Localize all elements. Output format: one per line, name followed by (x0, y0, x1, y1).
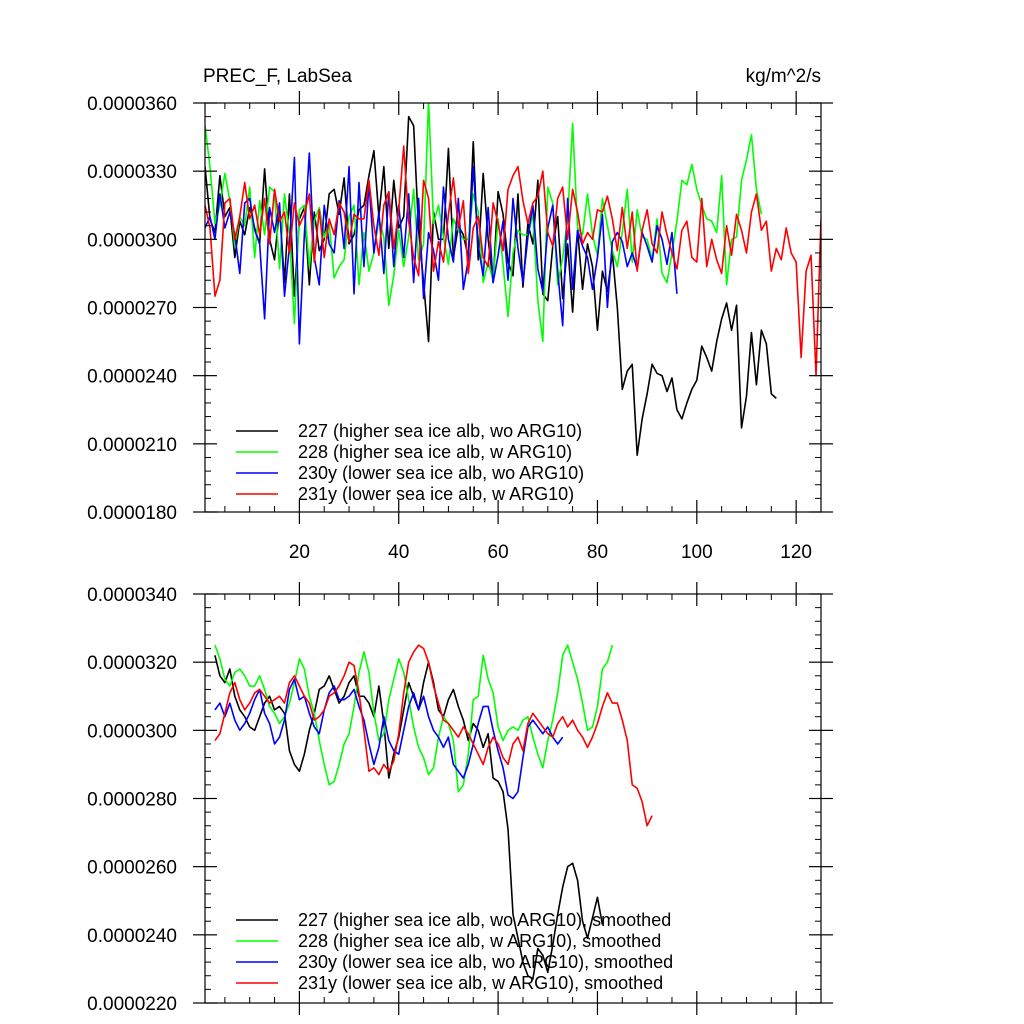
y-tick-label: 0.0000270 (87, 299, 177, 320)
top-series-group (205, 103, 821, 456)
legend-label: 227 (higher sea ice alb, wo ARG10), smoo… (298, 910, 671, 930)
series-line-228 (214, 644, 614, 793)
bottom-series-group (214, 644, 653, 980)
y-tick-label: 0.0000320 (87, 653, 177, 674)
legend-label: 231y (lower sea ice alb, w ARG10), smoot… (298, 973, 663, 993)
series-line-231y (214, 644, 653, 827)
y-tick-label: 0.0000300 (87, 230, 177, 251)
y-tick-label: 0.0000330 (87, 162, 177, 183)
series-line-231y (205, 145, 821, 377)
bottom-panel: 0.0000220 0.0000240 0.0000260 0.0000280 0.00… (87, 582, 833, 1015)
x-tick-label: 120 (780, 542, 812, 563)
legend-label: 227 (higher sea ice alb, wo ARG10) (298, 421, 582, 441)
legend-label: 230y (lower sea ice alb, wo ARG10) (298, 463, 584, 483)
top-chart-units: kg/m^2/s (746, 66, 821, 87)
series-line-230y (205, 152, 678, 345)
x-tick-label: 100 (681, 542, 713, 563)
x-tick-label: 60 (488, 542, 509, 563)
series-line-230y (214, 678, 564, 800)
y-tick-label: 0.0000210 (87, 435, 177, 456)
y-tick-label: 0.0000240 (87, 926, 177, 947)
y-tick-label: 0.0000240 (87, 367, 177, 388)
y-tick-label: 0.0000280 (87, 790, 177, 811)
series-line-227 (214, 655, 604, 980)
y-tick-label: 0.0000300 (87, 721, 177, 742)
legend-label: 228 (higher sea ice alb, w ARG10), smoot… (298, 931, 661, 951)
y-tick-label: 0.0000340 (87, 585, 177, 606)
series-line-228 (205, 103, 763, 343)
bottom-axes-group: 0.0000220 0.0000240 0.0000260 0.0000280 0.00… (87, 582, 833, 1015)
top-panel: PREC_F, LabSea kg/m^2/s 0.0000180 0.00002… (87, 66, 833, 563)
legend-label: 230y (lower sea ice alb, wo ARG10), smoo… (298, 952, 673, 972)
y-tick-label: 0.0000180 (87, 503, 177, 524)
x-tick-label: 20 (289, 542, 310, 563)
legend-label: 228 (higher sea ice alb, w ARG10) (298, 442, 572, 462)
series-line-227 (205, 115, 777, 456)
x-tick-label: 40 (388, 542, 409, 563)
top-legend: 227 (higher sea ice alb, wo ARG10)228 (h… (236, 421, 584, 504)
y-tick-label: 0.0000260 (87, 858, 177, 879)
top-chart-title: PREC_F, LabSea (203, 66, 352, 87)
x-tick-label: 80 (587, 542, 608, 563)
y-tick-label: 0.0000220 (87, 994, 177, 1015)
y-tick-label: 0.0000360 (87, 94, 177, 115)
top-axes-group: 0.0000180 0.0000210 0.0000240 0.0000270 0.00… (87, 91, 833, 563)
legend-label: 231y (lower sea ice alb, w ARG10) (298, 484, 574, 504)
bottom-legend: 227 (higher sea ice alb, wo ARG10), smoo… (236, 910, 673, 993)
